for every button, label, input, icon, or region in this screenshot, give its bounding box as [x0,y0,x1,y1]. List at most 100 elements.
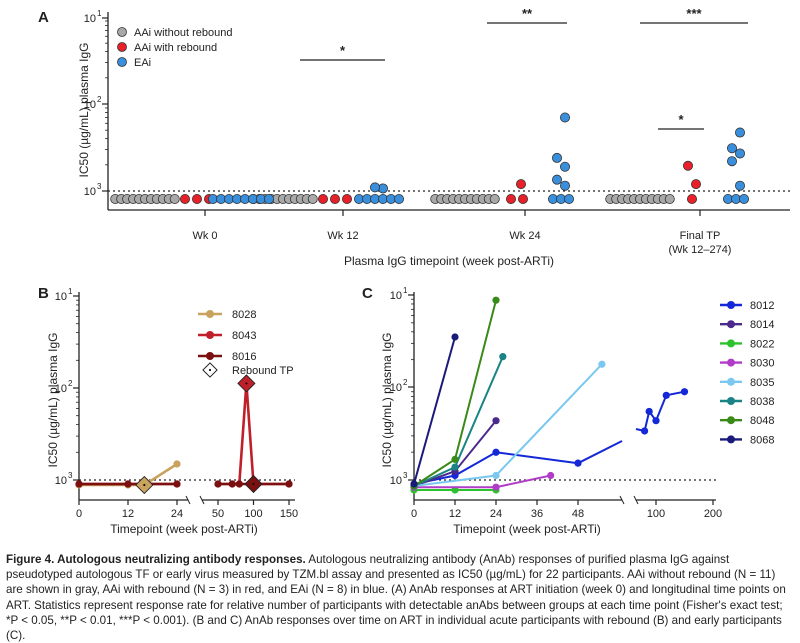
panel-c-legend-marker [727,358,735,367]
panel-b-data-point [235,480,243,488]
panel-b-legend-rebound-dot [208,368,212,372]
panel-a-x-tick-label: Wk 24 [509,230,540,242]
panel-b-x-tick-label: 50 [212,508,224,520]
panel-a-y-tick-label: 10 [84,186,96,198]
panel-a-data-point [664,193,675,204]
panel-b-y-tick-label: 10 [55,291,67,303]
panel-a-data-point [505,193,516,204]
panel-c-x-tick-label: 0 [411,508,417,520]
panel-b-legend-label: 8043 [232,330,256,342]
panel-a-y-tick-label: 10 [84,13,96,25]
panel-b-y-tick-exponent: 3 [68,471,73,480]
panel-b-axis-break [185,495,191,505]
panel-b-axis-break [199,495,205,505]
panel-c-legend-marker [727,339,735,348]
panel-a-y-tick-label: 10 [84,99,96,111]
panel-a-legend-marker [117,57,127,67]
panel-a-legend-label: EAi [134,57,151,69]
panel-a-y-label: IC50 (µg/mL) plasma IgG [77,43,91,178]
caption-title: Figure 4. Autologous neutralizing antibo… [6,553,306,566]
panel-c-legend-marker [727,320,735,329]
panel-b-x-tick-label: 12 [122,508,134,520]
panel-a-data-point [307,193,318,204]
panel-c-legend-label: 8014 [750,319,774,331]
panel-a-legend-marker [117,42,127,52]
panel-a-significance-label: *** [686,6,702,21]
panel-a-data-point [179,193,190,204]
panel-a-data-point [516,179,527,190]
panel-b-legend-marker [206,310,214,318]
panel-b-x-label: Timepoint (week post-ARTi) [110,522,258,536]
panel-c-y-label: IC50 (µg/mL) plasma IgG [380,333,394,468]
panel-b-data-point [285,480,293,488]
panel-a-data-point [169,193,180,204]
panel-c-x-tick-label: 48 [572,508,584,520]
panel-b-data-point [75,480,83,488]
panel-c-y-tick-label: 10 [390,475,402,487]
panel-b-rebound-marker-dot [245,382,248,385]
panel-b-legend-label: 8016 [232,351,256,363]
panel-b-rebound-marker-dot [252,482,255,486]
panel-c-data-point [451,463,459,471]
panel-a-data-point [329,193,340,204]
panel-c-data-point [547,471,555,480]
panel-c-data-point [451,455,459,463]
panel-c-legend-marker [727,301,735,309]
panel-a-y-tick-exponent: 1 [97,9,102,18]
panel-a-data-point [560,161,571,172]
panel-a-data-point [489,193,500,204]
panel-c-series-line [413,336,456,485]
panel-c-data-point [641,427,649,435]
panel-c-data-point [662,391,670,399]
panel-b-x-tick-label: 100 [244,508,262,520]
panel-b-data-point [214,480,222,488]
panel-b-legend-marker [206,352,214,360]
panel-a-data-point [552,174,563,185]
panel-c-legend-marker [727,377,735,386]
panel-a-x-label: Plasma IgG timepoint (week post-ARTi) [344,254,554,268]
panel-a-y-tick-exponent: 3 [97,182,102,191]
panel-c-legend-marker [727,435,735,444]
panel-b-y-label: IC50 (µg/mL) plasma IgG [46,333,60,468]
panel-b-y-tick-label: 10 [55,383,67,395]
panel-a-data-point [393,193,404,204]
panel-c-legend-label: 8035 [750,377,774,389]
panel-a-data-point [727,156,738,167]
panel-b-y-tick-exponent: 2 [68,379,73,388]
panel-c-axis-break [633,495,639,505]
panel-a-data-point [739,193,750,204]
figure-caption: Figure 4. Autologous neutralizing antibo… [6,552,794,643]
panel-c-data-point [645,407,653,416]
panel-b-x-tick-label: 150 [280,508,298,520]
panel-c-data-point [499,353,507,361]
panel-c-data-point [598,360,606,368]
panel-a-significance-label: * [678,112,684,127]
panel-c-y-tick-label: 10 [390,382,402,394]
panel-c-y-tick-exponent: 1 [403,286,408,295]
panel-b-x-tick-label: 24 [171,508,183,520]
panel-b-data-point [124,480,132,488]
panel-c-data-point [451,333,459,341]
panel-a-y-tick-exponent: 2 [97,95,102,104]
panel-c-series-line [577,440,623,465]
panel-c-y-tick-label: 10 [390,290,402,302]
panel-b-data-point [173,480,181,488]
panel-a-x-tick-label: Wk 0 [192,230,217,242]
panel-c-axis-break [619,495,625,505]
panel-a-x-tick-label: (Wk 12–274) [669,244,732,256]
panel-a-data-point [552,152,563,163]
panel-c-data-point [680,388,689,396]
panel-a-significance-label: * [340,43,346,58]
panel-c-x-label: Timepoint (week post-ARTi) [453,522,601,536]
panel-c-legend-marker [727,416,735,425]
panel-b-y-tick-label: 10 [55,475,67,487]
panel-a-legend-label: AAi with rebound [134,42,217,54]
panel-a-data-point [564,193,575,204]
panel-c-series-line [635,390,685,433]
panel-c-label: C [362,285,373,302]
panel-a-label: A [38,9,49,26]
panel-c-y-tick-exponent: 2 [403,378,408,387]
panel-c-legend-label: 8048 [750,415,774,427]
panel-a-data-point [735,148,746,159]
